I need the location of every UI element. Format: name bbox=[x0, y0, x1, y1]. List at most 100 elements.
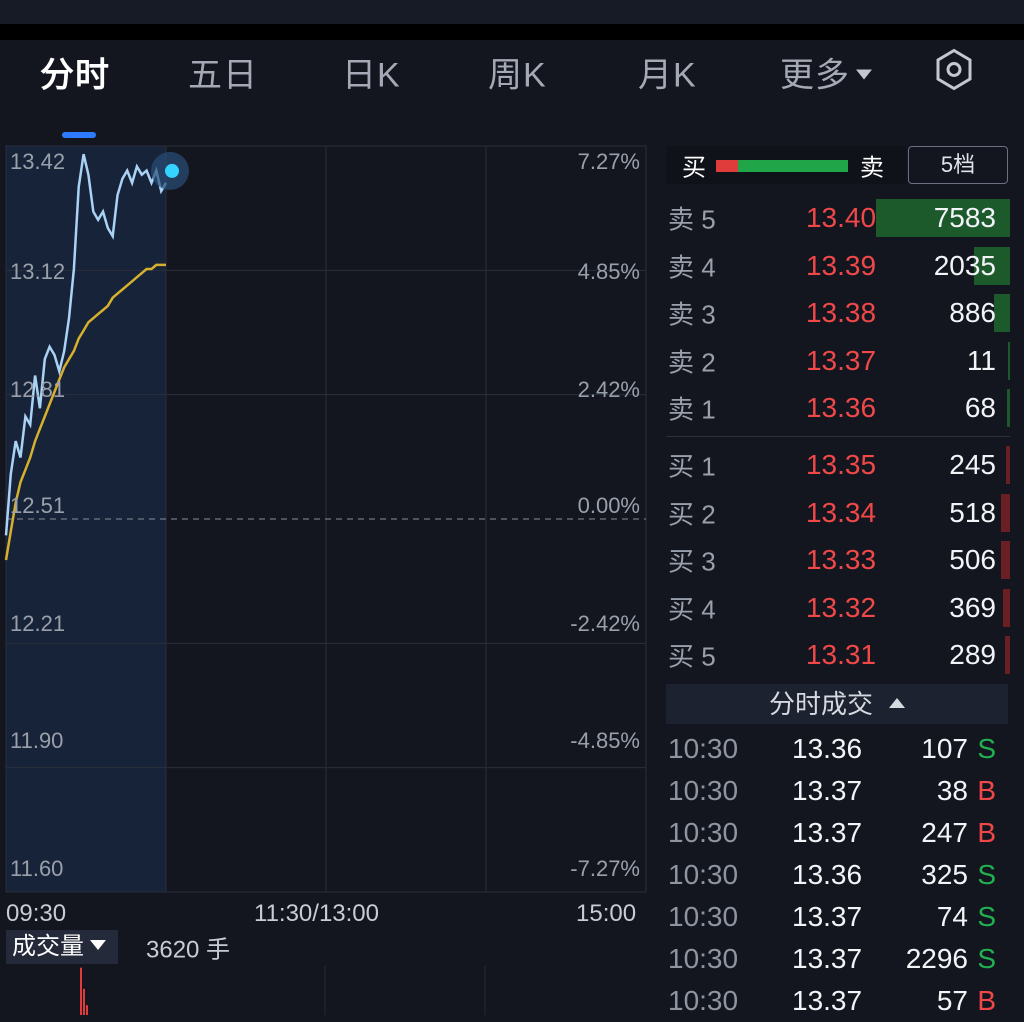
time-and-sales-title: 分时成交 bbox=[768, 689, 873, 719]
ask-row[interactable]: 卖 4 13.39 2035 bbox=[666, 243, 1010, 289]
time-tick-midday: 11:30/13:00 bbox=[254, 900, 380, 927]
volume-bar bbox=[86, 1005, 88, 1015]
bid-price: 13.31 bbox=[805, 639, 877, 670]
book-divider bbox=[666, 436, 1010, 437]
ask-quantity: 2035 bbox=[933, 249, 996, 281]
trade-direction: S bbox=[977, 943, 996, 974]
price-tick: 13.42 bbox=[10, 149, 66, 174]
trade-direction: B bbox=[977, 817, 996, 848]
ask-price: 13.37 bbox=[805, 344, 877, 376]
bid-depth-bar bbox=[1005, 446, 1010, 484]
bid-row[interactable]: 买 4 13.32 369 bbox=[666, 585, 1010, 631]
volume-value: 3620 手 bbox=[146, 936, 231, 964]
bid-level-label: 买 5 bbox=[668, 641, 716, 672]
chevron-down-icon bbox=[90, 939, 106, 950]
bid-level-label: 买 2 bbox=[668, 499, 716, 529]
bid-row[interactable]: 买 5 13.31 289 bbox=[666, 632, 1010, 678]
ask-level-label: 卖 2 bbox=[668, 347, 716, 377]
bid-depth-bar bbox=[1000, 541, 1010, 579]
trade-row: 10:30 13.37 74 S bbox=[666, 896, 1010, 938]
ask-depth-bar bbox=[876, 199, 1010, 237]
bid-quantity: 289 bbox=[949, 639, 996, 670]
bid-level-label: 买 1 bbox=[668, 451, 716, 482]
tab-five-day[interactable]: 五日 bbox=[188, 56, 258, 95]
bid-level-label: 买 3 bbox=[668, 546, 716, 577]
trade-volume: 74 bbox=[936, 901, 968, 932]
price-line bbox=[4, 153, 168, 536]
bid-level-label: 买 4 bbox=[668, 594, 716, 624]
bid-row[interactable]: 买 3 13.33 506 bbox=[666, 537, 1010, 583]
bid-row[interactable]: 买 2 13.34 518 bbox=[666, 490, 1010, 536]
bid-depth-bar bbox=[1000, 493, 1010, 532]
ask-row[interactable]: 卖 3 13.38 886 bbox=[666, 290, 1010, 336]
price-tick: 11.90 bbox=[10, 728, 64, 753]
bid-quantity: 518 bbox=[949, 496, 996, 528]
ask-price: 13.40 bbox=[805, 202, 877, 233]
ask-level-label: 卖 5 bbox=[668, 204, 716, 235]
ask-level-label: 卖 4 bbox=[668, 252, 716, 282]
trade-row: 10:30 13.37 57 B bbox=[666, 980, 1010, 1022]
bid-quantity: 245 bbox=[949, 449, 996, 480]
trade-direction: B bbox=[977, 985, 996, 1016]
ask-depth-bar bbox=[1008, 341, 1010, 380]
tab-daily-k[interactable]: 日K bbox=[342, 56, 401, 95]
caret-up-icon bbox=[889, 698, 905, 709]
trade-row: 10:30 13.36 107 S bbox=[666, 728, 1010, 770]
percent-tick: -7.27% bbox=[570, 856, 640, 881]
tab-intraday[interactable]: 分时 bbox=[40, 56, 110, 95]
volume-chart bbox=[80, 966, 486, 1015]
buy-ratio-fill bbox=[716, 160, 739, 172]
ask-depth-bar bbox=[1007, 389, 1010, 427]
tab-more[interactable]: 更多 bbox=[780, 48, 872, 97]
trade-direction: S bbox=[977, 733, 996, 764]
trade-price: 13.37 bbox=[792, 901, 863, 932]
time-tick-open: 09:30 bbox=[6, 900, 67, 927]
ask-row[interactable]: 卖 1 13.36 68 bbox=[666, 385, 1010, 431]
trade-price: 13.37 bbox=[792, 817, 863, 848]
percent-tick: 4.85% bbox=[577, 259, 640, 284]
ask-depth-bar bbox=[973, 246, 1010, 285]
ask-quantity: 11 bbox=[966, 344, 996, 376]
price-tick: 13.12 bbox=[10, 259, 66, 284]
average-price-line bbox=[4, 263, 166, 561]
bid-quantity: 369 bbox=[949, 591, 996, 623]
volume-bars bbox=[80, 967, 88, 1015]
ask-row[interactable]: 卖 2 13.37 11 bbox=[666, 338, 1010, 384]
ask-level-label: 卖 3 bbox=[668, 299, 716, 330]
sell-ratio-label: 卖 bbox=[860, 154, 884, 182]
volume-bar bbox=[80, 967, 82, 1015]
trade-time: 10:30 bbox=[668, 985, 739, 1016]
trade-row: 10:30 13.36 325 S bbox=[666, 854, 1010, 896]
ask-price: 13.36 bbox=[805, 392, 877, 423]
volume-label: 成交量 bbox=[12, 933, 84, 960]
time-and-sales-header[interactable]: 分时成交 bbox=[666, 684, 1008, 724]
bid-row[interactable]: 买 1 13.35 245 bbox=[666, 442, 1010, 488]
trade-volume: 247 bbox=[921, 817, 968, 848]
trade-volume: 325 bbox=[921, 859, 968, 890]
ask-price: 13.39 bbox=[805, 249, 877, 281]
trade-time: 10:30 bbox=[668, 859, 739, 890]
tab-monthly-k[interactable]: 月K bbox=[638, 56, 697, 95]
trade-time: 10:30 bbox=[668, 817, 739, 848]
trade-row: 10:30 13.37 38 B bbox=[666, 770, 1010, 812]
trade-direction: S bbox=[977, 901, 996, 932]
intraday-chart[interactable]: 13.42 13.12 12.81 12.51 12.21 11.90 11.6… bbox=[0, 140, 650, 940]
settings-icon[interactable] bbox=[932, 48, 976, 97]
percent-tick: 0.00% bbox=[577, 493, 640, 518]
top-band bbox=[0, 24, 1024, 40]
price-tick: 12.81 bbox=[10, 377, 66, 402]
tab-weekly-k[interactable]: 周K bbox=[488, 56, 547, 95]
ask-row[interactable]: 卖 5 13.40 7583 bbox=[666, 195, 1010, 241]
ask-depth-bar bbox=[993, 294, 1010, 332]
trade-price: 13.36 bbox=[792, 859, 863, 890]
buy-ratio-label: 买 bbox=[682, 154, 706, 182]
ask-level-label: 卖 1 bbox=[668, 394, 716, 425]
volume-bar bbox=[83, 988, 85, 1015]
volume-indicator-select[interactable]: 成交量 bbox=[6, 930, 118, 964]
status-bar bbox=[0, 0, 1024, 24]
ask-quantity: 7583 bbox=[933, 202, 996, 233]
percent-tick: 7.27% bbox=[577, 149, 640, 174]
trade-price: 13.37 bbox=[792, 985, 863, 1016]
depth-level-button[interactable]: 5档 bbox=[908, 146, 1008, 184]
trade-volume: 2296 bbox=[905, 943, 968, 974]
